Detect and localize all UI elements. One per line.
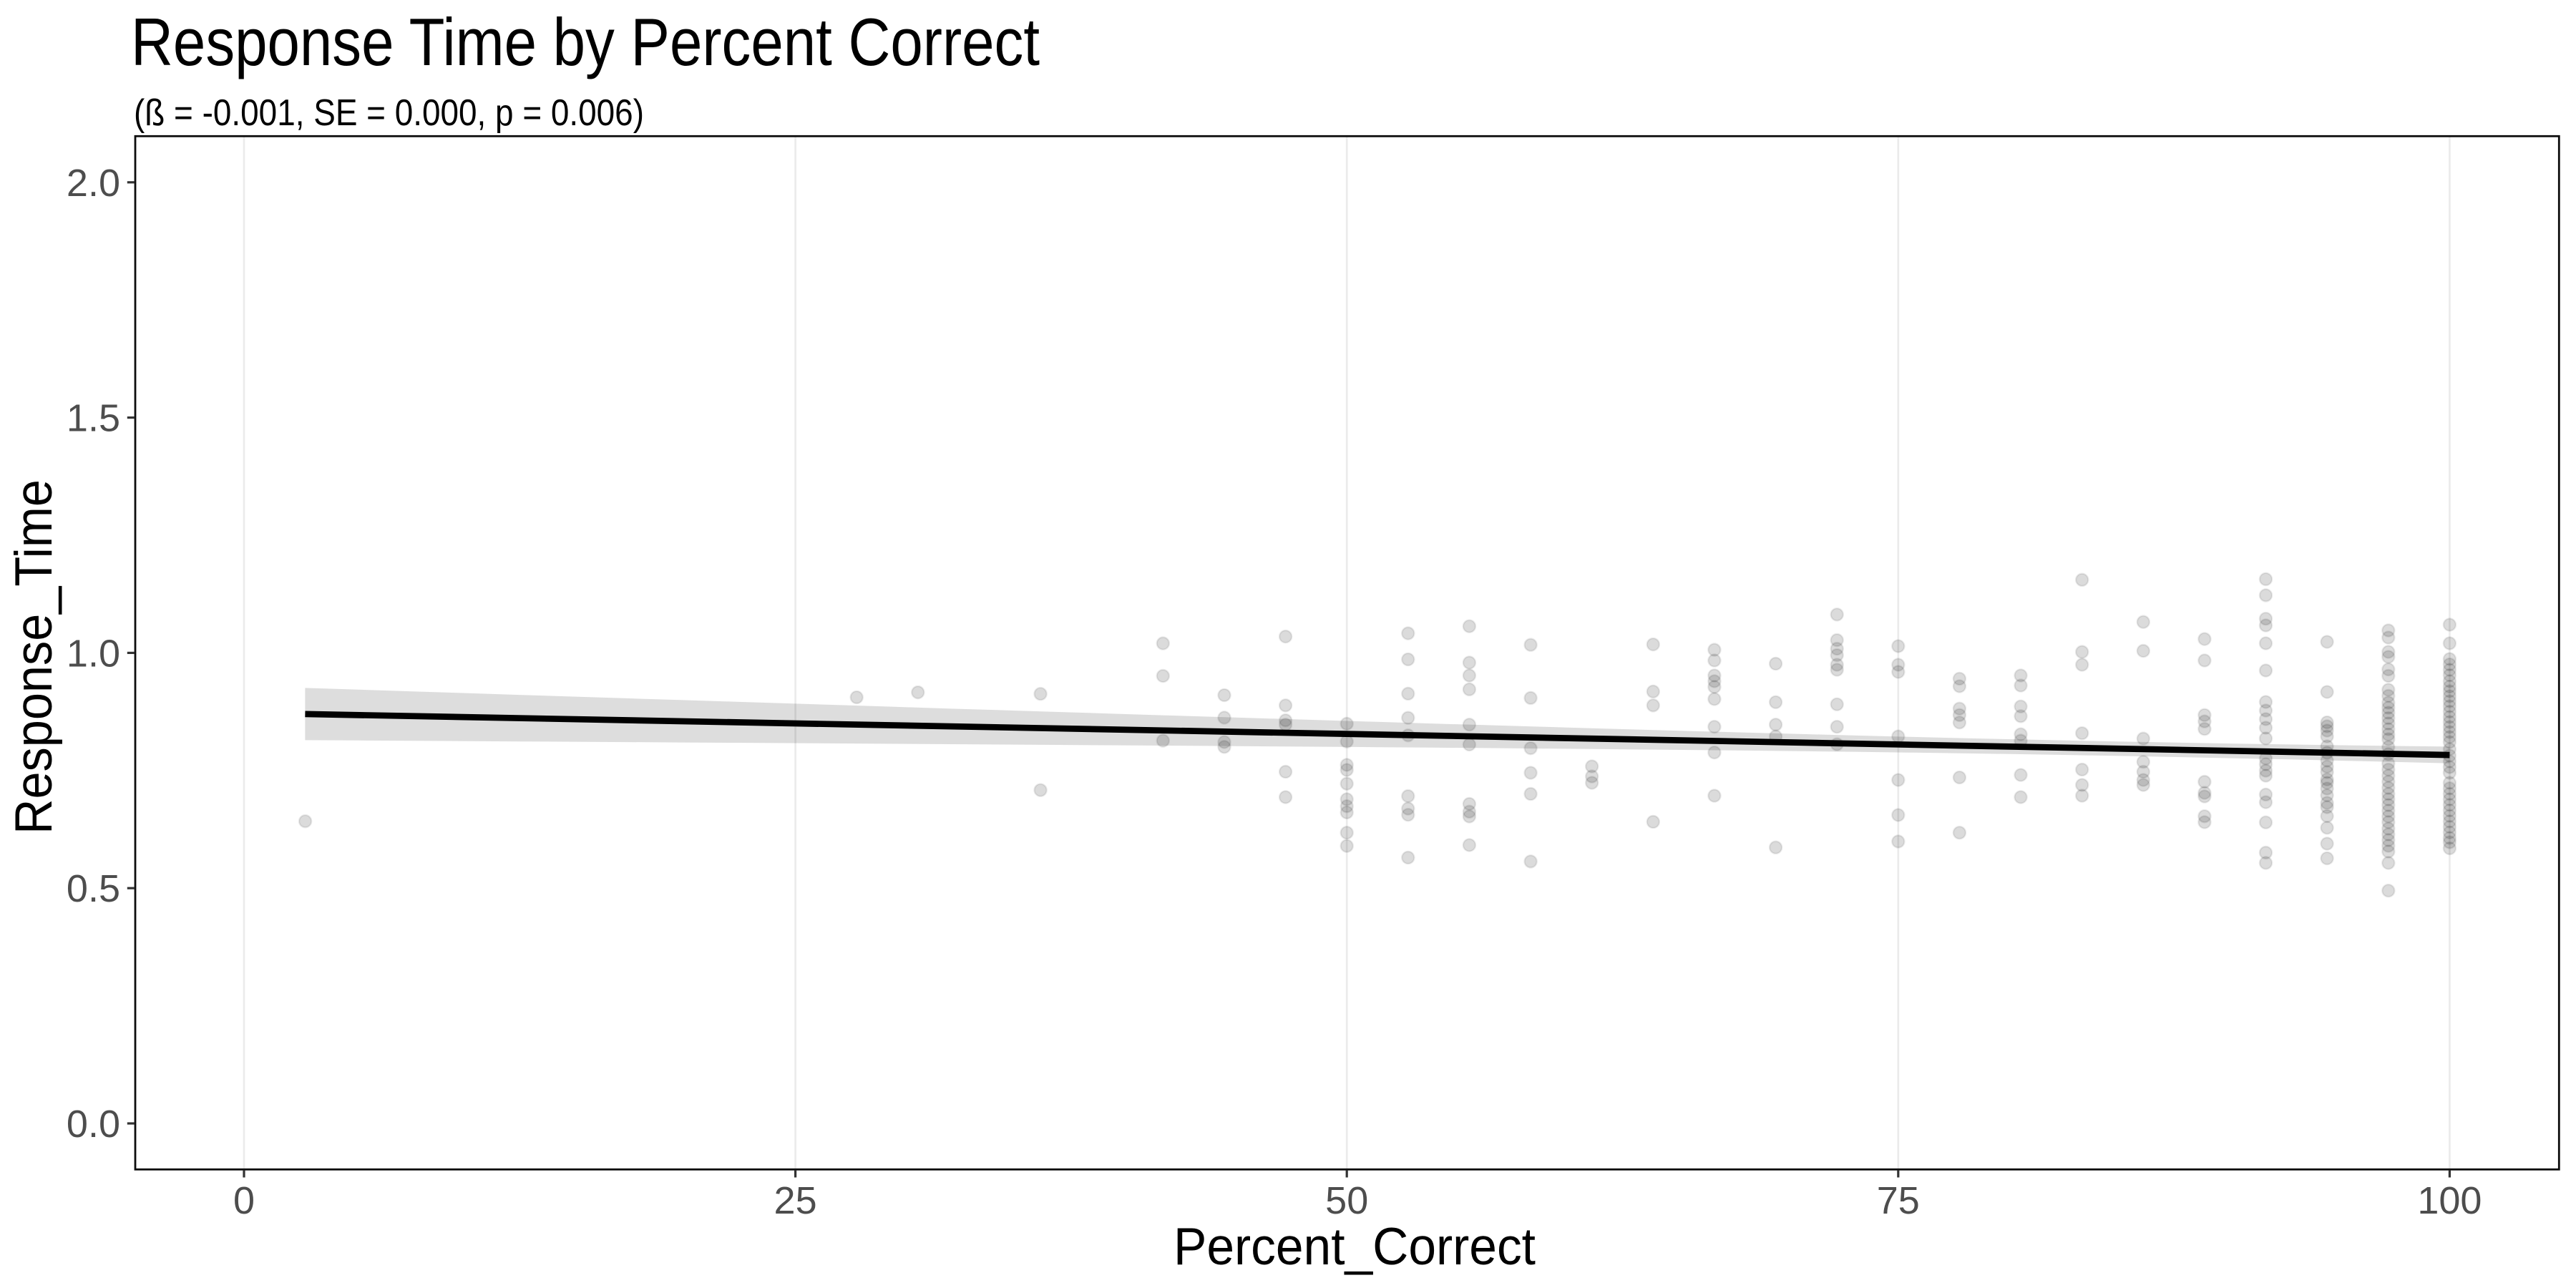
svg-text:1.5: 1.5 bbox=[67, 397, 120, 440]
svg-text:0.0: 0.0 bbox=[67, 1103, 120, 1146]
svg-text:75: 75 bbox=[1877, 1179, 1920, 1222]
svg-text:0.5: 0.5 bbox=[67, 867, 120, 910]
svg-text:50: 50 bbox=[1325, 1179, 1368, 1222]
svg-text:2.0: 2.0 bbox=[67, 162, 120, 205]
svg-text:1.0: 1.0 bbox=[67, 632, 120, 675]
svg-text:Response Time by Percent Corre: Response Time by Percent Correct bbox=[131, 4, 1040, 79]
svg-text:25: 25 bbox=[774, 1179, 817, 1222]
svg-text:Percent_Correct: Percent_Correct bbox=[1174, 1218, 1536, 1276]
svg-text:Response_Time: Response_Time bbox=[5, 479, 63, 834]
svg-text:100: 100 bbox=[2417, 1179, 2482, 1222]
svg-text:0: 0 bbox=[233, 1179, 255, 1222]
svg-text:(ß = -0.001, SE = 0.000, p = 0: (ß = -0.001, SE = 0.000, p = 0.006) bbox=[134, 92, 644, 134]
